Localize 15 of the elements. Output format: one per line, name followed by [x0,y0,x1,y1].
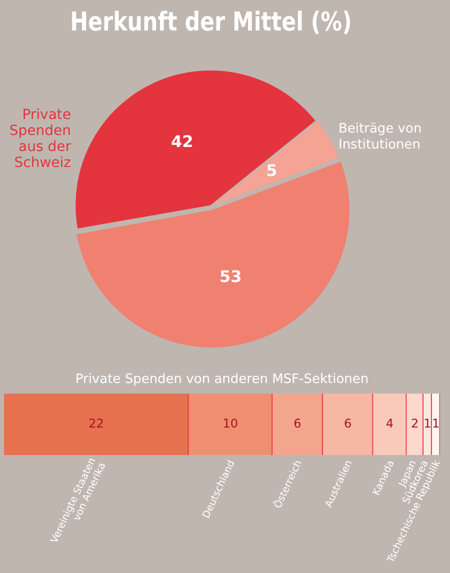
data-label: 6 [344,416,352,430]
data-label: 5 [266,160,278,180]
data-label: 1 [424,416,432,430]
slice-label: Private Spenden aus der Schweiz [9,107,72,172]
data-label: 53 [220,267,242,286]
data-label: 4 [386,416,394,430]
data-label: 42 [170,132,194,152]
chart-title: Herkunft der Mittel (%) [70,6,352,37]
data-label: 6 [294,416,302,430]
data-label: 1 [432,416,440,430]
chart-title: Private Spenden von anderen MSF-Sektionen [75,372,369,388]
data-label: 10 [222,416,238,430]
data-label: 22 [88,416,104,430]
data-label: 2 [411,416,419,430]
slice-label: Beiträge von Institutionen [338,121,422,152]
